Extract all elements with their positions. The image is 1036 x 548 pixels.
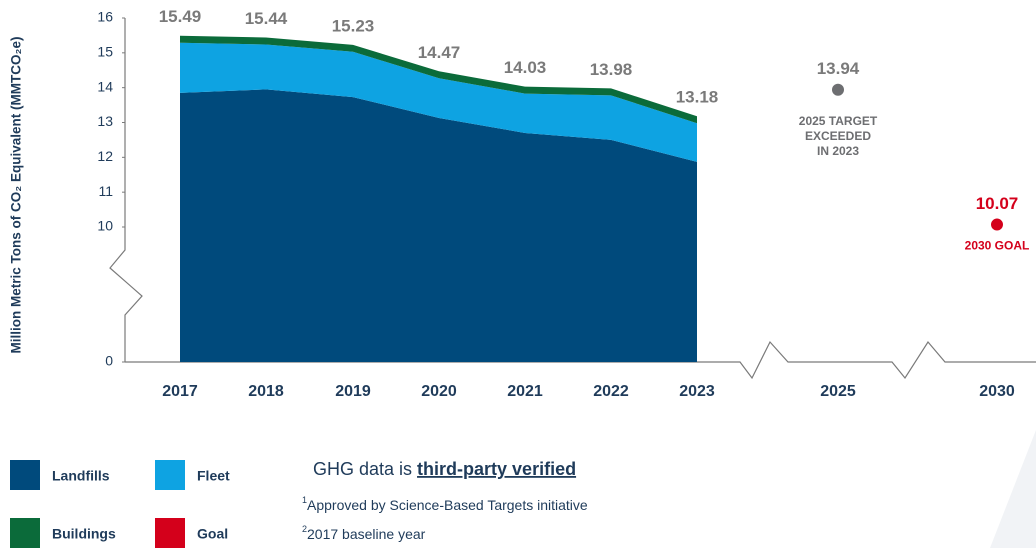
y-tick-label: 16 xyxy=(97,9,113,25)
verification-link[interactable]: third-party verified xyxy=(417,459,576,479)
total-label: 15.23 xyxy=(332,16,375,35)
goal-label: 2030 GOAL xyxy=(965,239,1030,253)
legend-label: Goal xyxy=(197,526,228,542)
legend-label: Landfills xyxy=(52,468,110,484)
legend-swatch xyxy=(10,518,40,548)
total-label: 15.44 xyxy=(245,9,288,28)
x-tick-label: 2030 xyxy=(979,383,1015,400)
legend-swatch xyxy=(10,460,40,490)
y-tick-label: 14 xyxy=(97,78,113,94)
total-label: 15.49 xyxy=(159,7,202,26)
y-axis-label: Million Metric Tons of CO₂ Equivalent (M… xyxy=(9,37,24,354)
legend-swatch xyxy=(155,460,185,490)
target-label: EXCEEDED xyxy=(805,129,871,143)
verification: GHG data is third-party verified xyxy=(313,459,576,479)
x-tick-label: 2020 xyxy=(421,383,457,400)
y-tick-label: 10 xyxy=(97,218,113,234)
x-axis-line xyxy=(125,340,1036,380)
target-dot xyxy=(832,83,844,96)
footnote-text: Approved by Science-Based Targets initia… xyxy=(307,497,588,513)
goal-value: 10.07 xyxy=(976,194,1019,213)
y-tick-label: 12 xyxy=(97,148,113,164)
x-tick-label: 2017 xyxy=(162,383,198,400)
y-tick-label: 15 xyxy=(97,44,113,60)
x-tick-label: 2018 xyxy=(248,383,284,400)
verification-text: GHG data is xyxy=(313,459,417,479)
y-tick-label: 13 xyxy=(97,113,113,129)
y-tick-label: 0 xyxy=(105,353,113,369)
target-label: IN 2023 xyxy=(817,144,859,158)
total-label: 14.47 xyxy=(418,43,461,62)
goal-dot xyxy=(991,218,1003,231)
y-axis-line xyxy=(109,18,143,362)
x-tick-label: 2021 xyxy=(507,383,543,400)
x-tick-label: 2022 xyxy=(593,383,629,400)
footnote: 1Approved by Science-Based Targets initi… xyxy=(302,495,588,512)
x-tick-label: 2019 xyxy=(335,383,371,400)
footnote: 22017 baseline year xyxy=(302,524,426,541)
y-tick-label: 11 xyxy=(98,183,113,199)
total-label: 14.03 xyxy=(504,58,547,77)
total-label: 13.18 xyxy=(676,88,719,107)
total-label: 13.98 xyxy=(590,60,633,79)
target-label: 2025 TARGET xyxy=(799,114,878,128)
legend-label: Fleet xyxy=(197,468,230,484)
decoration xyxy=(990,430,1036,548)
legend-swatch xyxy=(155,518,185,548)
area-fleet xyxy=(180,42,697,162)
x-tick-label: 2023 xyxy=(679,383,715,400)
target-value: 13.94 xyxy=(817,59,860,78)
footnote-marker: 2 xyxy=(302,524,307,534)
area-landfills xyxy=(180,89,697,363)
footnote-text: 2017 baseline year xyxy=(307,526,426,542)
legend-label: Buildings xyxy=(52,526,116,542)
x-tick-label: 2025 xyxy=(820,383,856,400)
footnote-marker: 1 xyxy=(302,495,307,505)
